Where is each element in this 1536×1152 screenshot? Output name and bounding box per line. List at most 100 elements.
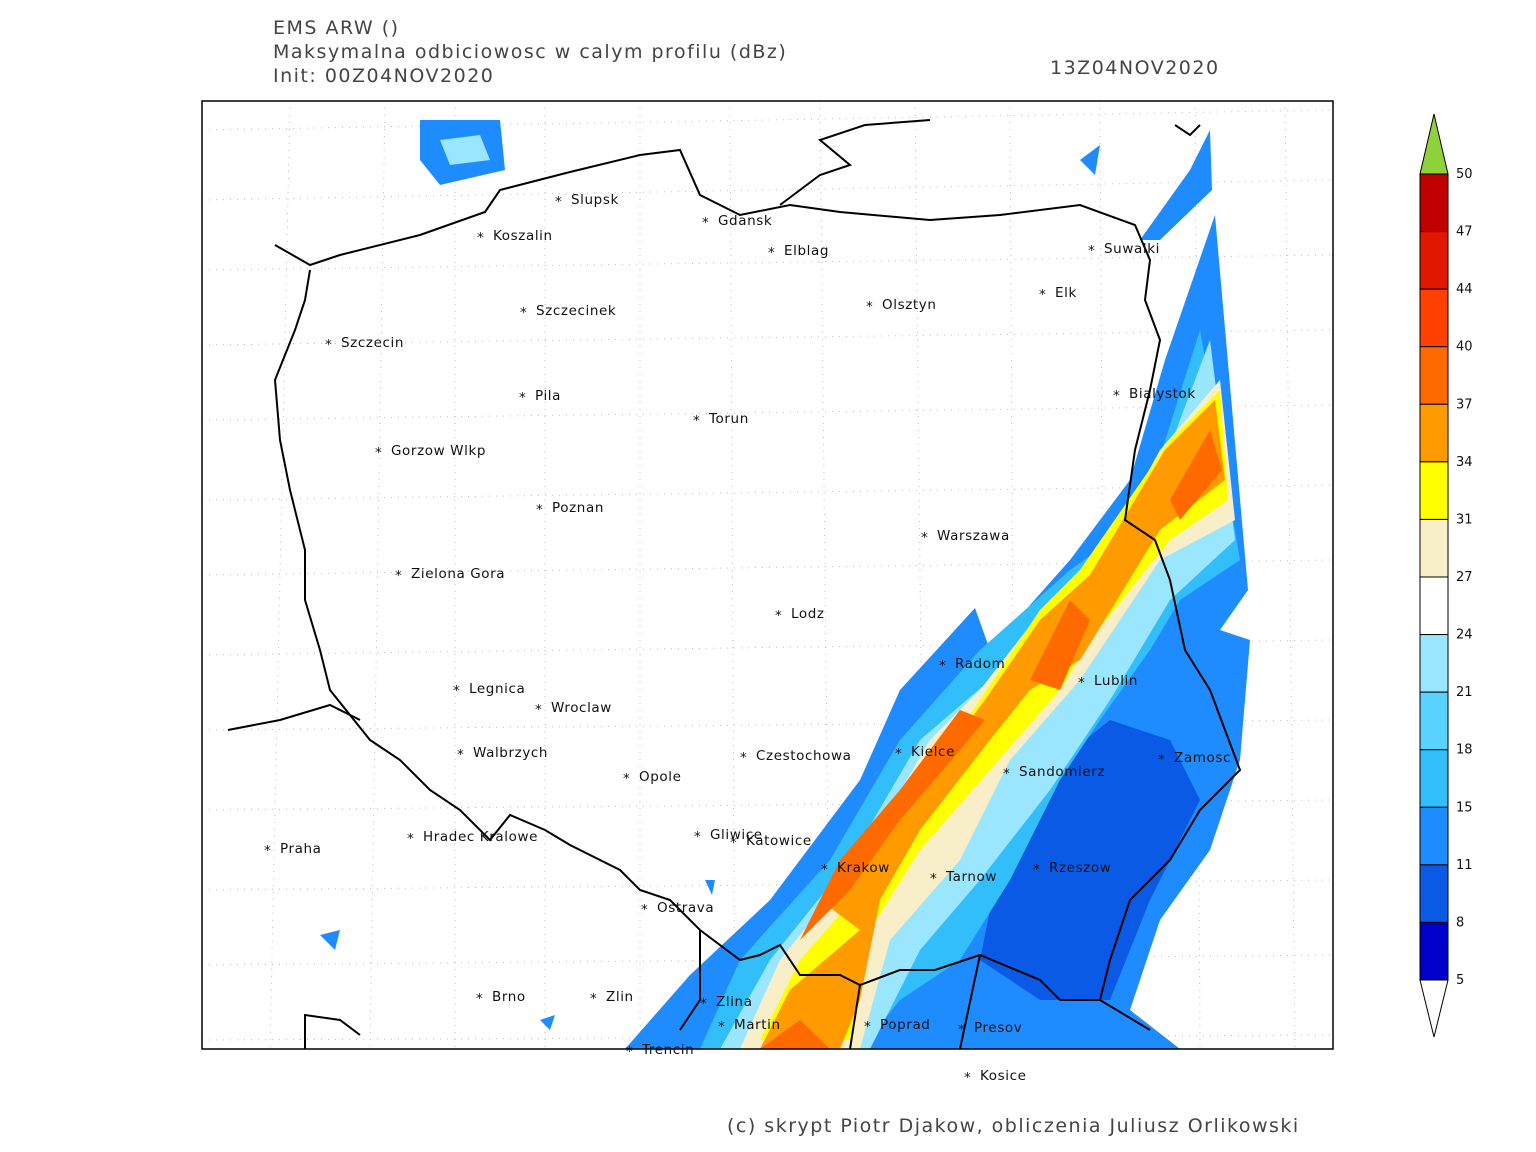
city-name: Sandomierz: [1019, 764, 1105, 780]
colorbar-bin: [1419, 403, 1449, 463]
city-marker: *: [520, 305, 527, 321]
footer-credit: (c) skrypt Piotr Djakow, obliczenia Juli…: [727, 1115, 1300, 1137]
colorbar-bin: [1419, 806, 1449, 866]
city-marker: *: [1078, 675, 1085, 691]
city-marker: *: [264, 843, 271, 859]
city-name: Trencin: [641, 1042, 694, 1058]
field-title: Maksymalna odbiciowosc w calym profilu (…: [273, 41, 787, 63]
city-name: Hradec Kralowe: [423, 829, 538, 845]
city-marker: *: [718, 1019, 725, 1035]
city-marker: *: [740, 750, 747, 766]
city-name: Lublin: [1094, 673, 1138, 689]
city-name: Lodz: [791, 606, 825, 622]
city-marker: *: [623, 771, 630, 787]
city-marker: *: [1003, 766, 1010, 782]
city-name: Slupsk: [571, 192, 619, 208]
colorbar-bin: [1419, 634, 1449, 693]
city-name: Zlina: [716, 994, 753, 1010]
city-name: Koszalin: [493, 228, 553, 244]
city-marker: *: [702, 215, 709, 231]
city-name: Zamosc: [1174, 750, 1231, 766]
model-title: EMS ARW (): [273, 17, 400, 39]
city-name: Gliwice: [710, 827, 763, 843]
colorbar-bin: [1419, 231, 1449, 290]
city-labels: * Slupsk * Koszalin * Gdansk * Elblag * Suwalki * E…: [264, 192, 1231, 1086]
borders: [227, 119, 1242, 1049]
colorbar-bin: [1419, 518, 1449, 578]
map-frame: [201, 100, 1334, 1050]
map-area: [202, 101, 1333, 1049]
city-marker: *: [768, 245, 775, 261]
colorbar-label: 50: [1456, 167, 1473, 182]
city-name: Opole: [639, 769, 682, 785]
city-name: Praha: [280, 841, 322, 857]
city-name: Czestochowa: [756, 748, 852, 764]
colorbar-label: 8: [1456, 915, 1464, 930]
colorbar-label: 15: [1456, 800, 1473, 815]
city-marker: *: [700, 996, 707, 1012]
city-name: Zielona Gora: [411, 566, 505, 582]
city-name: Zlin: [606, 989, 634, 1005]
city-name: Poznan: [552, 500, 604, 516]
colorbar: 50 47 44 40 37 34 31 27 24 21 18 15 11 8 5: [1419, 113, 1473, 1038]
city-marker: *: [519, 390, 526, 406]
city-name: Rzeszow: [1049, 860, 1111, 876]
city-name: Tarnow: [945, 869, 997, 885]
colorbar-label: 37: [1456, 397, 1473, 412]
city-marker: *: [626, 1044, 633, 1060]
colorbar-bin: [1419, 576, 1449, 636]
city-marker: *: [477, 230, 484, 246]
city-name: Gdansk: [718, 213, 772, 229]
city-name: Bialystok: [1129, 386, 1196, 402]
city-marker: *: [457, 747, 464, 763]
colorbar-bin: [1419, 749, 1449, 808]
city-name: Brno: [492, 989, 526, 1005]
city-name: Martin: [734, 1017, 781, 1033]
city-marker: *: [453, 683, 460, 699]
city-name: Gorzow Wlkp: [391, 443, 486, 459]
city-name: Elk: [1055, 285, 1077, 301]
colorbar-label: 21: [1456, 685, 1473, 700]
colorbar-bin: [1419, 864, 1449, 923]
colorbar-label: 47: [1456, 225, 1473, 240]
colorbar-label: 34: [1456, 455, 1473, 470]
city-name: Legnica: [469, 681, 525, 697]
city-marker: *: [590, 991, 597, 1007]
city-name: Wroclaw: [551, 700, 612, 716]
colorbar-bin: [1419, 921, 1449, 981]
city-marker: *: [1113, 388, 1120, 404]
city-marker: *: [964, 1070, 971, 1086]
colorbar-over: [1419, 113, 1449, 175]
city-marker: *: [1033, 862, 1040, 878]
city-name: Walbrzych: [473, 745, 548, 761]
city-name: Olsztyn: [882, 297, 937, 313]
colorbar-label: 18: [1456, 743, 1473, 758]
colorbar-bin: [1419, 173, 1449, 233]
colorbar-label: 40: [1456, 340, 1473, 355]
city-name: Kosice: [980, 1068, 1027, 1084]
city-marker: *: [930, 871, 937, 887]
city-name: Poprad: [880, 1017, 930, 1033]
city-marker: *: [1039, 287, 1046, 303]
valid-time: 13Z04NOV2020: [1050, 57, 1220, 79]
init-time: Init: 00Z04NOV2020: [273, 65, 494, 87]
city-marker: *: [535, 702, 542, 718]
city-name: Szczecin: [341, 335, 404, 351]
colorbar-label: 31: [1456, 512, 1473, 527]
city-name: Presov: [974, 1020, 1022, 1036]
city-marker: *: [730, 835, 737, 851]
city-name: Kielce: [911, 744, 955, 760]
colorbar-label: 27: [1456, 570, 1473, 585]
city-marker: *: [864, 1019, 871, 1035]
city-marker: *: [395, 568, 402, 584]
city-marker: *: [1158, 752, 1165, 768]
city-marker: *: [476, 991, 483, 1007]
colorbar-under: [1419, 979, 1449, 1038]
city-name: Torun: [708, 411, 749, 427]
city-marker: *: [375, 445, 382, 461]
colorbar-label: 24: [1456, 628, 1473, 643]
radar-reflectivity: [320, 120, 1250, 1049]
city-marker: *: [1088, 243, 1095, 259]
